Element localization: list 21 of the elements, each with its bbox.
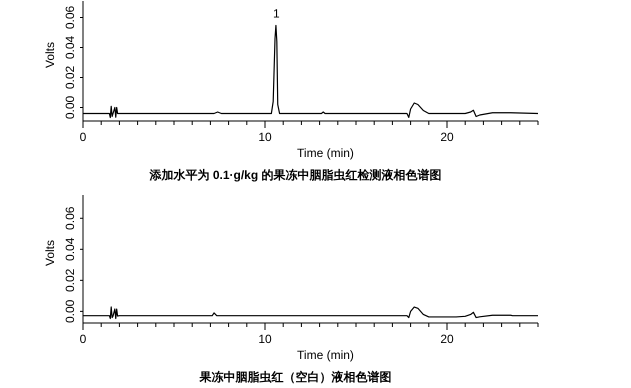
x-tick-label: 10 <box>258 332 272 346</box>
y-tick-label: 0.04 <box>63 36 77 60</box>
x-tick-label: 10 <box>258 130 272 144</box>
text: 果冻中胭脂虫红（空白）液相色谱图 <box>198 370 392 384</box>
y-tick-label: 0.00 <box>63 299 77 324</box>
x-axis-title: Time (min) <box>297 348 354 362</box>
x-axis-title: Time (min) <box>297 146 354 160</box>
text: 添加水平为 0.1·g/kg 的果冻中胭脂虫红检测液相色谱图 <box>148 168 442 182</box>
y-axis-title: Volts <box>43 240 57 266</box>
x-tick-label: 20 <box>440 332 454 346</box>
y-tick-label: 0.02 <box>63 268 77 292</box>
y-axis-title: Volts <box>43 42 57 68</box>
y-tick-label: 0.00 <box>63 96 77 120</box>
y-tick-label: 0.02 <box>63 66 77 90</box>
annotation: 1 <box>272 6 280 20</box>
y-tick-label: 0.06 <box>63 6 77 30</box>
x-tick-label: 0 <box>80 332 87 346</box>
y-tick-label: 0.06 <box>63 206 77 230</box>
x-tick-label: 20 <box>440 130 454 144</box>
x-tick-label: 0 <box>80 130 87 144</box>
y-tick-label: 0.04 <box>63 237 77 261</box>
